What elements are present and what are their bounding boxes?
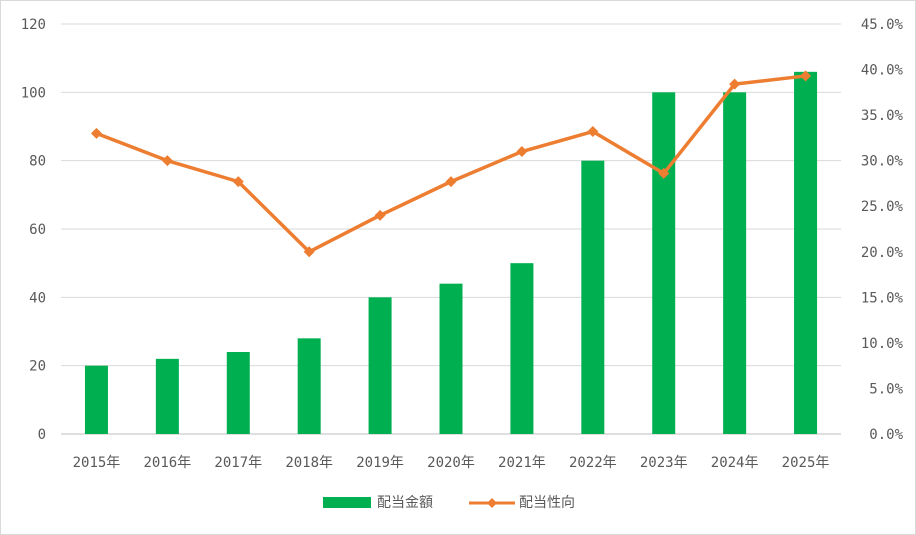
y-right-tick-label: 40.0% — [861, 63, 904, 79]
y-left-tick-label: 0 — [38, 427, 46, 443]
line-series — [90, 70, 812, 258]
y-left-tick-label: 120 — [21, 17, 46, 33]
line-marker — [161, 155, 173, 167]
y-left-tick-label: 60 — [29, 222, 46, 238]
line-marker — [445, 176, 457, 188]
line-marker — [729, 78, 741, 90]
x-tick-label: 2020年 — [427, 455, 475, 471]
y-left-tick-label: 40 — [29, 290, 46, 306]
x-tick-label: 2023年 — [640, 455, 688, 471]
bar — [581, 160, 605, 434]
bar — [439, 283, 463, 434]
y-right-tick-label: 45.0% — [861, 17, 904, 33]
y-right-tick-label: 5.0% — [869, 381, 903, 397]
y-left-tick-label: 20 — [29, 359, 46, 375]
y-right-tick-label: 25.0% — [861, 199, 904, 215]
bar — [84, 365, 108, 434]
y-right-tick-label: 35.0% — [861, 108, 904, 124]
y-right-tick-label: 20.0% — [861, 245, 904, 261]
bar — [510, 263, 534, 434]
y-axis-left: 0 20 40 60 80 100 120 — [21, 17, 46, 443]
y-right-tick-label: 0.0% — [869, 427, 903, 443]
x-tick-label: 2016年 — [144, 455, 192, 471]
bar — [652, 92, 676, 434]
y-left-tick-label: 100 — [21, 85, 46, 101]
bar — [794, 71, 818, 434]
line-marker — [303, 246, 315, 258]
y-axis-right: 0.0% 5.0% 10.0% 15.0% 20.0% 25.0% 30.0% 35.0% 40… — [861, 17, 904, 443]
x-tick-label: 2025年 — [782, 455, 830, 471]
line-marker — [587, 126, 599, 138]
y-right-tick-label: 15.0% — [861, 290, 904, 306]
legend-label-bar: 配当金額 — [377, 495, 433, 511]
legend-swatch-marker — [487, 498, 497, 508]
x-tick-label: 2017年 — [214, 455, 262, 471]
legend-swatch-bar — [323, 497, 371, 508]
x-tick-label: 2019年 — [356, 455, 404, 471]
x-tick-label: 2021年 — [498, 455, 546, 471]
bar — [723, 92, 747, 434]
line-marker — [374, 209, 386, 221]
y-right-tick-label: 10.0% — [861, 336, 904, 352]
bar — [226, 352, 250, 434]
bar-series — [84, 71, 818, 434]
line-marker — [90, 127, 102, 139]
legend-label-line: 配当性向 — [519, 495, 575, 511]
x-tick-label: 2015年 — [73, 455, 121, 471]
x-tick-label: 2024年 — [711, 455, 759, 471]
bar — [368, 297, 392, 434]
x-axis: 2015年 2016年 2017年 2018年 2019年 2020年 2021年 2022年… — [73, 455, 830, 471]
line-marker — [232, 176, 244, 188]
line-path — [95, 74, 806, 254]
line-marker — [516, 146, 528, 158]
line-marker — [800, 70, 812, 82]
line-marker — [658, 167, 670, 179]
x-tick-label: 2022年 — [569, 455, 617, 471]
legend: 配当金額 配当性向 — [323, 495, 575, 511]
x-tick-label: 2018年 — [285, 455, 333, 471]
bar — [297, 338, 321, 434]
y-right-tick-label: 30.0% — [861, 154, 904, 170]
y-left-tick-label: 80 — [29, 154, 46, 170]
bar — [155, 358, 179, 434]
